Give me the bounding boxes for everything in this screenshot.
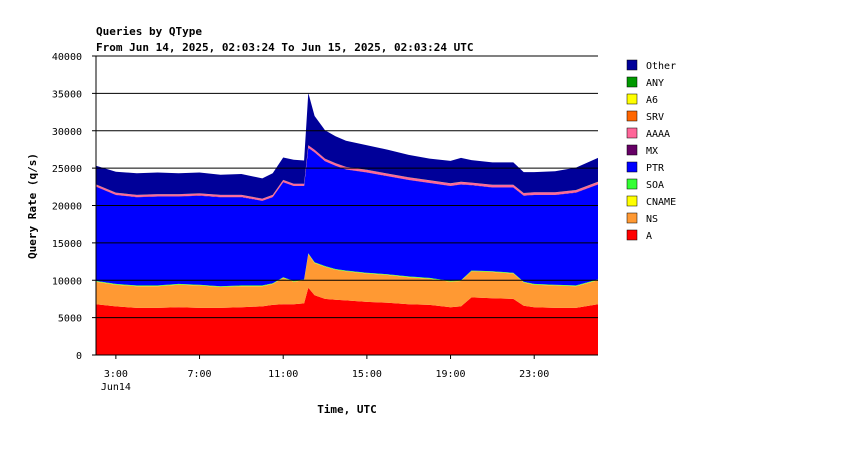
y-tick-label: 15000	[52, 239, 82, 250]
x-tick-label: 11:00	[268, 369, 298, 380]
y-axis-ticks: 0 5000 10000 15000 20000 25000 30000 35000 40000	[52, 52, 96, 362]
legend-label-soa: SOA	[646, 180, 664, 191]
legend-label-ns: NS	[646, 214, 658, 225]
legend-label-mx: MX	[646, 146, 658, 157]
legend-swatch-ns	[626, 212, 638, 224]
legend-swatch-cname	[626, 195, 638, 207]
x-tick-label: 19:00	[435, 369, 465, 380]
series-area-aaaa	[96, 145, 598, 201]
x-axis-ticks: 3:00 Jun14 7:00 11:00 15:00 19:00 23:00	[101, 355, 549, 393]
x-tick-label: 15:00	[352, 369, 382, 380]
series-area-a	[96, 287, 598, 355]
y-tick-label: 10000	[52, 276, 82, 287]
legend-label-a6: A6	[646, 95, 658, 106]
y-tick-label: 25000	[52, 164, 82, 175]
legend-label-any: ANY	[646, 78, 664, 89]
legend-swatch-srv	[626, 110, 638, 122]
legend-swatch-any	[626, 76, 638, 88]
series-area-ptr	[96, 147, 598, 287]
series-area-ns	[96, 254, 598, 308]
legend-swatch-ptr	[626, 161, 638, 173]
series-area-other	[96, 92, 598, 199]
x-tick-sublabel: Jun14	[101, 382, 131, 393]
y-tick-label: 5000	[58, 314, 82, 325]
y-tick-label: 20000	[52, 202, 82, 213]
y-tick-label: 40000	[52, 52, 82, 63]
legend-label-a: A	[646, 231, 652, 242]
legend-label-cname: CNAME	[646, 197, 676, 208]
legend-swatch-aaaa	[626, 127, 638, 139]
legend-label-other: Other	[646, 61, 676, 72]
x-tick-label: 7:00	[187, 369, 211, 380]
legend-label-srv: SRV	[646, 112, 664, 123]
legend-swatch-other	[626, 59, 638, 71]
chart-title: Queries by QType	[96, 25, 202, 38]
legend-label-ptr: PTR	[646, 163, 665, 174]
gridlines	[96, 55, 598, 319]
y-axis-label: Query Rate (q/s)	[26, 153, 39, 259]
legend-swatch-a6	[626, 93, 638, 105]
y-tick-label: 0	[76, 351, 82, 362]
x-tick-label: 23:00	[519, 369, 549, 380]
plot-area	[96, 92, 598, 355]
y-tick-label: 35000	[52, 89, 82, 100]
x-tick-label: 3:00	[104, 369, 128, 380]
legend: Other ANY A6 SRV AAAA MX PTR SOA CNAME NS A	[626, 59, 676, 242]
legend-swatch-a	[626, 229, 638, 241]
chart-subtitle: From Jun 14, 2025, 02:03:24 To Jun 15, 2…	[96, 41, 474, 54]
y-tick-label: 30000	[52, 127, 82, 138]
x-axis-label: Time, UTC	[317, 403, 377, 416]
legend-swatch-soa	[626, 178, 638, 190]
legend-swatch-mx	[626, 144, 638, 156]
legend-label-aaaa: AAAA	[646, 129, 670, 140]
